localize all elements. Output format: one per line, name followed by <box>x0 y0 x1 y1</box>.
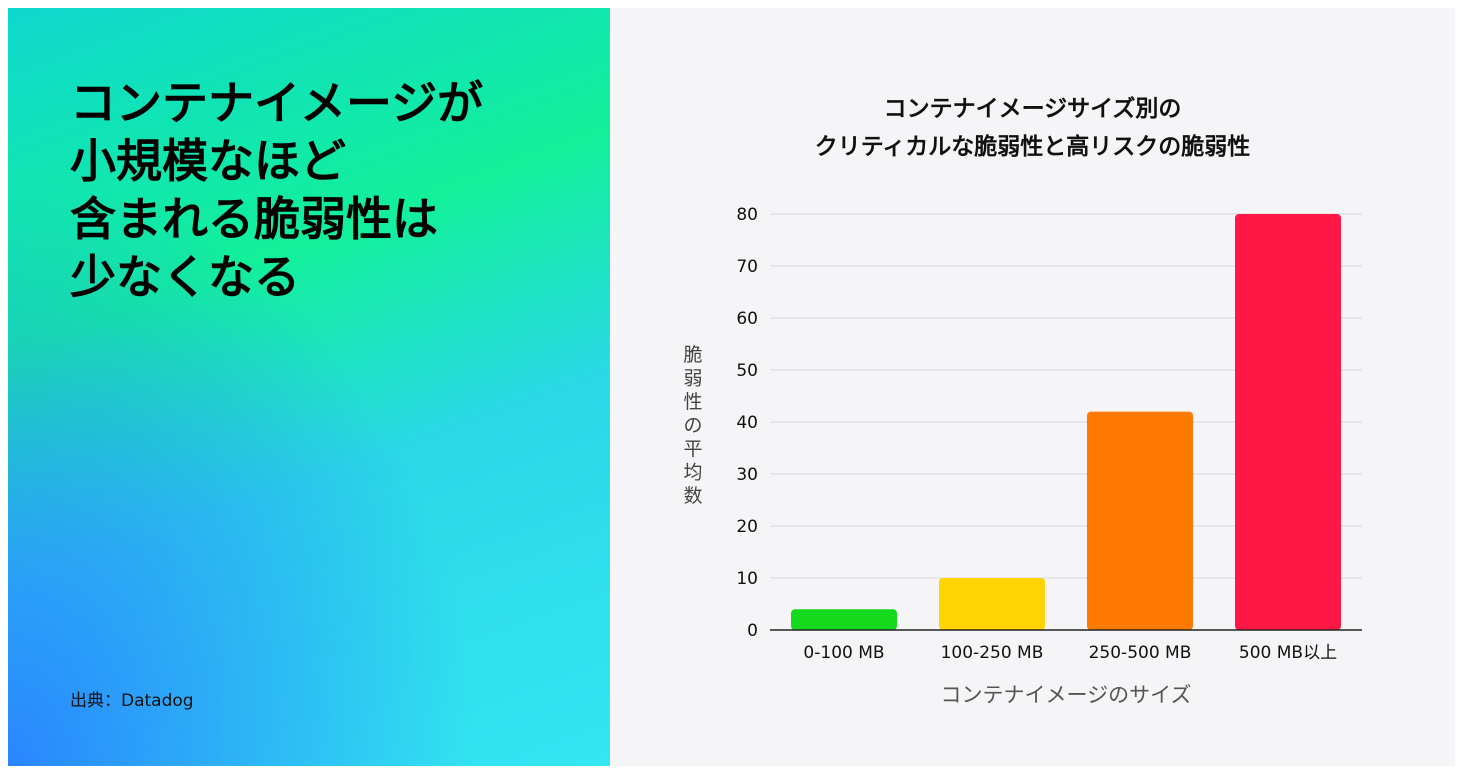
source-credit: 出典：Datadog <box>70 691 194 711</box>
y-tick-label: 40 <box>736 413 758 433</box>
chart-title-line: クリティカルな脆弱性と高リスクの脆弱性 <box>814 134 1251 160</box>
x-tick-labels: 0-100 MB 100-250 MB 250-500 MB 500 MB以上 <box>803 643 1337 663</box>
x-axis-label: コンテナイメージのサイズ <box>941 683 1192 707</box>
chart-panel: コンテナイメージサイズ別の クリティカルな脆弱性と高リスクの脆弱性 0 10 20 3… <box>610 8 1455 766</box>
x-tick-label: 0-100 MB <box>803 643 884 663</box>
bar-chart: 0 10 20 30 40 50 60 70 80 0-100 MB 100-250 MB 250-… <box>683 205 1362 707</box>
x-tick-label: 100-250 MB <box>941 643 1044 663</box>
bars <box>791 214 1341 630</box>
bar <box>939 578 1045 630</box>
y-tick-label: 10 <box>736 569 758 589</box>
headline-line: コンテナイメージが <box>70 76 484 130</box>
y-tick-label: 50 <box>736 361 758 381</box>
y-tick-labels: 0 10 20 30 40 50 60 70 80 <box>736 205 758 641</box>
y-tick-label: 70 <box>736 257 758 277</box>
headline-line: 少なくなる <box>70 250 300 304</box>
headline: コンテナイメージが 小規模なほど 含まれる脆弱性は 少なくなる <box>70 74 590 306</box>
bar <box>1087 411 1193 630</box>
headline-line: 含まれる脆弱性は <box>70 192 438 246</box>
gradient-panel: コンテナイメージが 小規模なほど 含まれる脆弱性は 少なくなる 出典：Datad… <box>8 8 610 766</box>
bar <box>1235 214 1341 630</box>
bar <box>791 609 897 630</box>
y-axis-label: 脆弱性の平均数 <box>683 344 702 507</box>
y-tick-label: 20 <box>736 517 758 537</box>
y-tick-label: 80 <box>736 205 758 225</box>
y-tick-label: 30 <box>736 465 758 485</box>
y-tick-label: 0 <box>747 621 758 641</box>
headline-line: 小規模なほど <box>70 134 346 188</box>
chart-title: コンテナイメージサイズ別の クリティカルな脆弱性と高リスクの脆弱性 <box>610 90 1455 166</box>
chart-title-line: コンテナイメージサイズ別の <box>883 96 1182 122</box>
y-tick-label: 60 <box>736 309 758 329</box>
x-tick-label: 250-500 MB <box>1089 643 1192 663</box>
x-tick-label: 500 MB以上 <box>1239 643 1337 663</box>
